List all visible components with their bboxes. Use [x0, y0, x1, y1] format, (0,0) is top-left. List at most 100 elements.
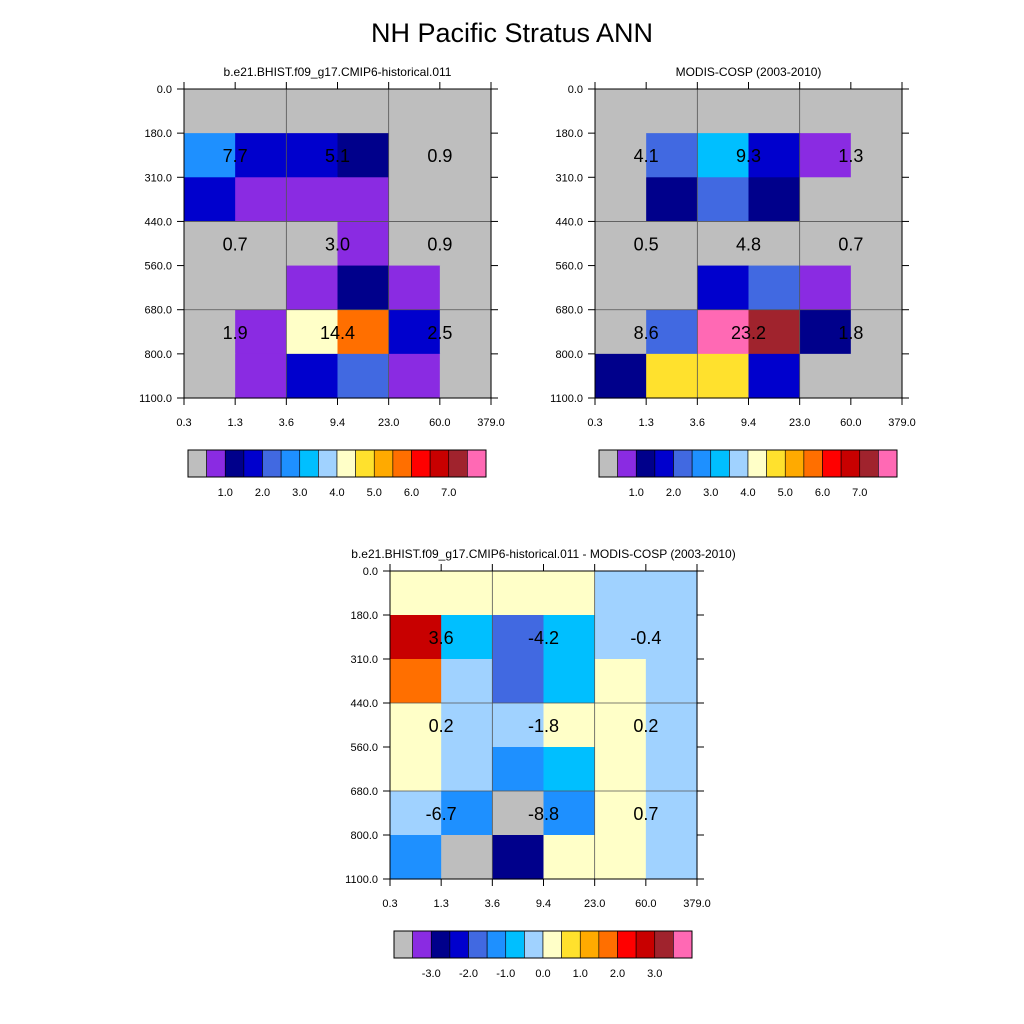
heatmap-cell — [441, 747, 493, 792]
colorbar-label: 7.0 — [441, 487, 456, 499]
y-tick-label: 1100.0 — [550, 393, 583, 405]
colorbar-frame — [393, 930, 693, 959]
panel-subtitle: b.e21.BHIST.f09_g17.CMIP6-historical.011… — [351, 547, 735, 561]
heatmap-cell — [595, 177, 647, 223]
heatmap-cell — [390, 747, 442, 792]
heatmap-cell — [645, 571, 698, 616]
heatmap-cell — [595, 265, 647, 311]
colorbar-frame — [187, 449, 487, 478]
heatmap-cell — [235, 265, 287, 311]
heatmap-cell — [286, 353, 339, 399]
heatmap-cell — [697, 265, 750, 311]
colorbar-swatch — [803, 449, 823, 478]
colorbar-swatch — [561, 930, 581, 959]
heatmap-cell — [184, 221, 236, 267]
data-label: 1.8 — [838, 323, 863, 343]
colorbar-swatch — [673, 449, 693, 478]
colorbar-label: -1.0 — [496, 968, 515, 980]
heatmap-cell — [286, 133, 339, 178]
heatmap-cell — [337, 89, 390, 134]
colorbar-swatch — [691, 449, 712, 478]
heatmap-cell — [799, 221, 852, 267]
data-label: 0.2 — [633, 716, 658, 736]
heatmap-cell — [492, 615, 545, 660]
heatmap-cell — [492, 835, 545, 880]
heatmap-cell — [594, 835, 647, 880]
heatmap-cell — [439, 133, 492, 178]
heatmap-cell — [646, 265, 698, 311]
colorbar-swatch — [393, 930, 413, 959]
heatmap-cell — [850, 309, 903, 355]
colorbar-swatch — [635, 930, 656, 959]
x-tick-label: 60.0 — [840, 417, 861, 429]
heatmap-cell — [441, 571, 493, 616]
colorbar-label: 4.0 — [740, 487, 755, 499]
data-label: 4.8 — [736, 235, 761, 255]
data-label: 5.1 — [325, 146, 350, 166]
colorbar-label: 1.0 — [573, 968, 588, 980]
data-label: 0.7 — [838, 235, 863, 255]
heatmap-cell — [492, 747, 545, 792]
heatmap-panel-1: b.e21.BHIST.f09_g17.CMIP6-historical.011… — [139, 65, 505, 499]
grid-lines — [184, 89, 491, 398]
colorbar-swatch — [429, 449, 450, 478]
colorbar-swatch — [617, 930, 637, 959]
heatmap-cell — [799, 309, 852, 355]
colorbar-label: 6.0 — [404, 487, 419, 499]
colorbar-label: 1.0 — [629, 487, 644, 499]
colorbar-label: 4.0 — [329, 487, 344, 499]
heatmap-cell — [748, 221, 801, 267]
y-tick-label: 560.0 — [350, 742, 378, 754]
colorbar-swatch — [617, 449, 637, 478]
heatmap-cell — [388, 89, 441, 134]
heatmap-cell — [388, 177, 441, 223]
heatmap-cell — [337, 265, 390, 311]
heatmap-cell — [594, 703, 647, 748]
colorbar-swatch — [524, 930, 544, 959]
x-tick-label: 23.0 — [378, 417, 399, 429]
heatmap-cell — [492, 791, 545, 836]
heatmap-cell — [748, 353, 801, 399]
heatmap-cell — [286, 89, 339, 134]
y-tick-label: 180.0 — [555, 128, 583, 140]
colorbar-swatch — [262, 449, 282, 478]
colorbar-swatch — [243, 449, 263, 478]
heatmap-cell — [337, 309, 390, 355]
x-tick-label: 60.0 — [635, 898, 656, 910]
data-label: 1.9 — [223, 323, 248, 343]
colorbar-swatch — [542, 930, 562, 959]
colorbar-swatch — [224, 449, 245, 478]
colorbar-label: 3.0 — [292, 487, 307, 499]
colorbar-swatch — [579, 930, 600, 959]
heatmap-cell — [799, 353, 852, 399]
heatmap-cell — [390, 659, 442, 704]
heatmap-cell — [184, 309, 236, 355]
heatmap-cell — [235, 177, 287, 223]
data-label: -4.2 — [528, 628, 559, 648]
heatmap-cell — [388, 309, 441, 355]
heatmap-cell — [645, 615, 698, 660]
heatmap-cell — [645, 791, 698, 836]
y-tick-label: 560.0 — [555, 261, 583, 273]
heatmap-cell — [543, 791, 596, 836]
y-tick-label: 180.0 — [350, 610, 378, 622]
heatmap-cell — [595, 353, 647, 399]
data-label: 8.6 — [634, 323, 659, 343]
colorbar: 1.0 2.0 3.0 4.0 5.0 6.0 7.0 — [187, 449, 487, 499]
data-label: 0.2 — [429, 716, 454, 736]
colorbar-swatch — [373, 449, 394, 478]
data-label: -0.4 — [630, 628, 661, 648]
heatmap-cell — [543, 615, 596, 660]
x-tick-label: 60.0 — [429, 417, 450, 429]
heatmap-cell — [850, 177, 903, 223]
heatmap-cell — [748, 133, 801, 178]
heatmap-cell — [543, 571, 596, 616]
heatmap-cell — [697, 133, 750, 178]
heatmap-panel-3: b.e21.BHIST.f09_g17.CMIP6-historical.011… — [345, 547, 736, 980]
heatmap-cell — [184, 133, 236, 178]
panel-subtitle: b.e21.BHIST.f09_g17.CMIP6-historical.011 — [224, 65, 452, 79]
x-tick-label: 379.0 — [477, 417, 505, 429]
colorbar-swatch — [729, 449, 749, 478]
colorbar-label: 3.0 — [703, 487, 718, 499]
